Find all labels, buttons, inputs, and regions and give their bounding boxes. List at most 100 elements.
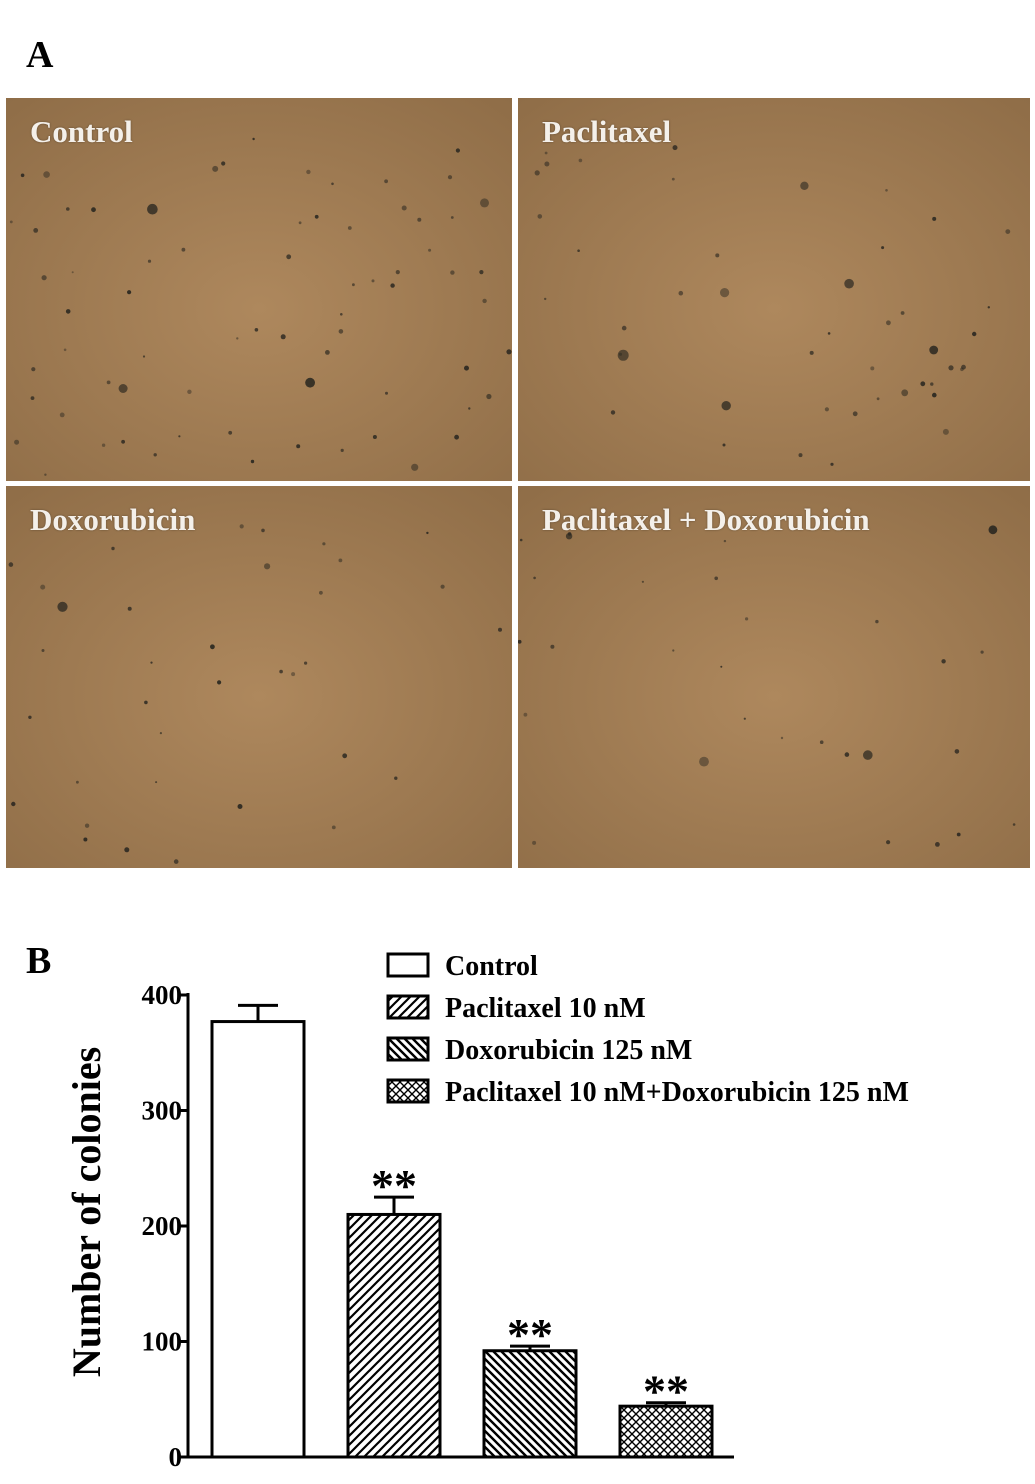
- colony-speck: [41, 649, 45, 652]
- colony-speck: [932, 216, 937, 221]
- colony-speck: [743, 717, 746, 720]
- bar-1: [346, 1212, 442, 1459]
- colony-speck: [930, 382, 934, 386]
- colony-speck: [411, 463, 419, 471]
- colony-speck: [617, 349, 629, 361]
- colony-speck: [124, 847, 130, 853]
- colony-speck: [390, 283, 395, 288]
- y-tick-label: 200: [142, 1211, 183, 1241]
- colony-speck: [954, 749, 960, 754]
- colony-speck: [371, 279, 375, 283]
- colony-speck: [479, 270, 484, 275]
- colony-speck: [544, 151, 548, 155]
- colony-speck: [565, 533, 573, 540]
- colony-speck: [798, 453, 803, 458]
- colony-speck: [173, 859, 179, 864]
- colony-speck: [450, 270, 455, 275]
- colony-speck: [76, 780, 79, 784]
- colony-speck: [824, 407, 829, 412]
- colony-speck: [286, 254, 292, 260]
- colony-speck: [621, 325, 627, 331]
- colony-speck: [118, 384, 128, 393]
- colony-speck: [252, 137, 255, 141]
- y-axis-label: Number of colonies: [64, 1047, 109, 1377]
- colony-speck: [71, 271, 74, 274]
- colony-speck: [280, 334, 286, 340]
- colony-speck: [20, 173, 25, 178]
- colony-speck: [44, 473, 47, 476]
- colony-speck: [296, 444, 301, 449]
- significance-mark: **: [371, 1160, 417, 1211]
- colony-speck: [819, 740, 824, 744]
- colony-speck: [426, 531, 429, 535]
- colony-speck: [616, 526, 620, 530]
- micrograph-control: Control: [6, 98, 512, 481]
- colony-speck: [342, 753, 348, 759]
- bar-0: [210, 1020, 306, 1459]
- micrograph-combination: Paclitaxel + Doxorubicin: [518, 486, 1030, 868]
- colony-speck: [28, 715, 32, 719]
- micrograph-label: Control: [30, 114, 133, 149]
- colony-speck: [745, 617, 749, 621]
- colony-speck: [941, 659, 946, 664]
- colony-speck: [447, 175, 453, 180]
- colony-speck: [11, 801, 16, 807]
- colony-speck: [533, 576, 536, 580]
- colony-speck: [863, 750, 873, 760]
- legend-label: Paclitaxel 10 nM: [445, 993, 646, 1024]
- colony-speck: [237, 804, 243, 809]
- colony-speck: [482, 298, 487, 304]
- colony-speck: [532, 840, 537, 845]
- colony-speck: [144, 700, 148, 705]
- y-tick-label: 300: [142, 1096, 183, 1126]
- colony-speck: [454, 434, 459, 440]
- colony-speck: [210, 644, 215, 650]
- colony-speck: [523, 712, 528, 717]
- colony-speck: [722, 443, 726, 447]
- colony-speck: [672, 145, 678, 151]
- colony-speck: [142, 355, 146, 358]
- colony-speck: [155, 781, 158, 784]
- bar-chart: ** ** ** 0 100 200 300 400 Control Paclitaxel 1…: [64, 951, 909, 1472]
- colony-speck: [723, 539, 727, 543]
- colony-speck: [322, 542, 326, 546]
- colony-speck: [537, 214, 543, 219]
- colony-speck: [578, 158, 583, 163]
- colony-speck: [91, 207, 96, 213]
- colony-speck: [988, 525, 998, 535]
- colony-speck: [101, 443, 106, 447]
- colony-speck: [63, 348, 67, 352]
- colony-speck: [948, 365, 954, 371]
- significance-mark: **: [643, 1366, 689, 1417]
- colony-speck: [394, 776, 398, 780]
- colony-speck: [464, 365, 469, 371]
- colony-speck: [550, 644, 555, 649]
- colony-speck: [844, 278, 854, 289]
- colony-speck: [150, 661, 153, 664]
- colony-speck: [518, 639, 522, 644]
- colony-speck: [9, 220, 13, 224]
- colony-speck: [942, 428, 949, 435]
- colony-speck: [147, 259, 152, 263]
- colony-speck: [881, 246, 885, 250]
- colony-speck: [935, 842, 940, 847]
- colony-speck: [876, 397, 880, 401]
- colony-speck: [844, 752, 850, 757]
- colony-speck: [428, 248, 432, 252]
- colony-speck: [181, 247, 186, 252]
- colony-speck: [886, 840, 891, 845]
- colony-speck: [40, 584, 46, 590]
- colony-speck: [31, 367, 36, 372]
- colony-speck: [221, 161, 226, 166]
- colony-speck: [254, 328, 259, 332]
- y-tick-label: 0: [169, 1442, 183, 1472]
- colony-speck: [900, 311, 905, 315]
- colony-speck: [401, 205, 407, 211]
- colony-speck: [314, 214, 319, 219]
- colony-speck: [279, 669, 283, 674]
- colony-speck: [875, 619, 879, 624]
- colony-speck: [450, 216, 454, 219]
- colony-speck: [519, 538, 523, 542]
- colony-speck: [331, 825, 336, 830]
- y-tick-label: 100: [142, 1327, 183, 1357]
